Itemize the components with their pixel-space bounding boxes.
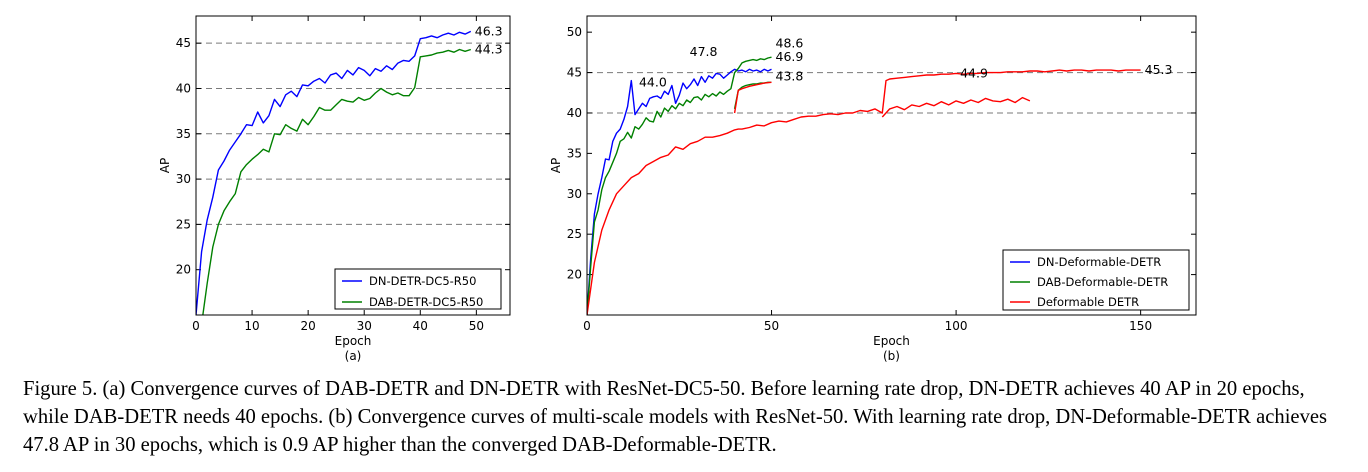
x-axis-label: Epoch xyxy=(335,334,372,348)
legend-label: DN-Deformable-DETR xyxy=(1037,255,1161,269)
series-line-dn-deformable-detr xyxy=(587,68,772,315)
figure-caption: Figure 5. (a) Convergence curves of DAB-… xyxy=(23,378,1328,456)
y-tick-label: 25 xyxy=(567,227,582,241)
legend-label: Deformable DETR xyxy=(1037,295,1139,309)
series-segment xyxy=(733,81,772,114)
data-label: 43.8 xyxy=(776,68,804,83)
data-label: 47.8 xyxy=(690,44,718,59)
x-tick-label: 30 xyxy=(357,319,372,333)
legend-box xyxy=(334,268,502,310)
y-tick-label: 30 xyxy=(176,172,191,186)
x-tick-label: 10 xyxy=(244,319,259,333)
y-tick-label: 50 xyxy=(567,25,582,39)
x-tick-label: 0 xyxy=(583,319,591,333)
data-label: 44.3 xyxy=(475,42,503,57)
y-tick-label: 40 xyxy=(176,81,191,95)
plot-area xyxy=(587,56,1141,315)
chart-sublabel: (a) xyxy=(345,349,362,363)
series-line-dab-deformable-detr xyxy=(587,56,772,315)
chart-b: 0 50 100 150 20 25 30 35 40 45 50 Epoch(b) AP 44.0 47.… xyxy=(549,15,1197,363)
y-tick-label: 45 xyxy=(567,66,582,80)
y-axis-label: AP xyxy=(549,158,563,173)
data-label: 44.0 xyxy=(639,75,667,90)
figure-canvas: 0 10 20 30 40 50202530354045Epoch(a)AP46.344.… xyxy=(158,15,1197,363)
legend-label: DAB-DETR-DC5-R50 xyxy=(369,295,483,309)
x-tick-label: 50 xyxy=(764,319,779,333)
series-segment xyxy=(881,96,1031,118)
y-tick-label: 20 xyxy=(176,263,191,277)
y-axis-label: AP xyxy=(158,158,172,173)
y-tick-label: 20 xyxy=(567,268,582,282)
x-tick-label: 100 xyxy=(945,319,968,333)
axes-frame xyxy=(586,15,1197,316)
chart-a: 0 10 20 30 40 50 20 25 30 35 40 45 Epoch(a) AP 46.3 44.… xyxy=(158,15,511,363)
x-tick-label: 20 xyxy=(301,319,316,333)
x-tick-label: 0 xyxy=(192,319,200,333)
x-tick-label: 50 xyxy=(469,319,484,333)
data-label: 46.3 xyxy=(475,23,503,38)
data-label: 45.3 xyxy=(1145,62,1173,77)
y-tick-label: 30 xyxy=(567,187,582,201)
y-tick-label: 45 xyxy=(176,36,191,50)
axes-frame xyxy=(195,15,511,316)
series-line-dn-detr-dc5-r50 xyxy=(196,30,472,315)
plot-area xyxy=(196,30,472,315)
series-segment xyxy=(733,81,772,110)
data-label: 48.6 xyxy=(776,35,804,50)
y-tick-label: 40 xyxy=(567,106,582,120)
y-tick-label: 35 xyxy=(176,127,191,141)
data-label: 46.9 xyxy=(776,49,804,64)
y-tick-label: 35 xyxy=(567,146,582,160)
legend-box xyxy=(1002,249,1190,311)
x-axis-label: Epoch xyxy=(873,334,910,348)
legend-label: DN-DETR-DC5-R50 xyxy=(369,274,476,288)
x-tick-label: 150 xyxy=(1129,319,1152,333)
data-label: 44.9 xyxy=(960,65,988,80)
legend-label: DAB-Deformable-DETR xyxy=(1037,275,1168,289)
chart-sublabel: (b) xyxy=(883,349,900,363)
y-tick-label: 25 xyxy=(176,217,191,231)
x-tick-label: 40 xyxy=(413,319,428,333)
series-line-deformable-detr xyxy=(587,69,1141,315)
series-line-dab-detr-dc5-r50 xyxy=(202,48,472,315)
